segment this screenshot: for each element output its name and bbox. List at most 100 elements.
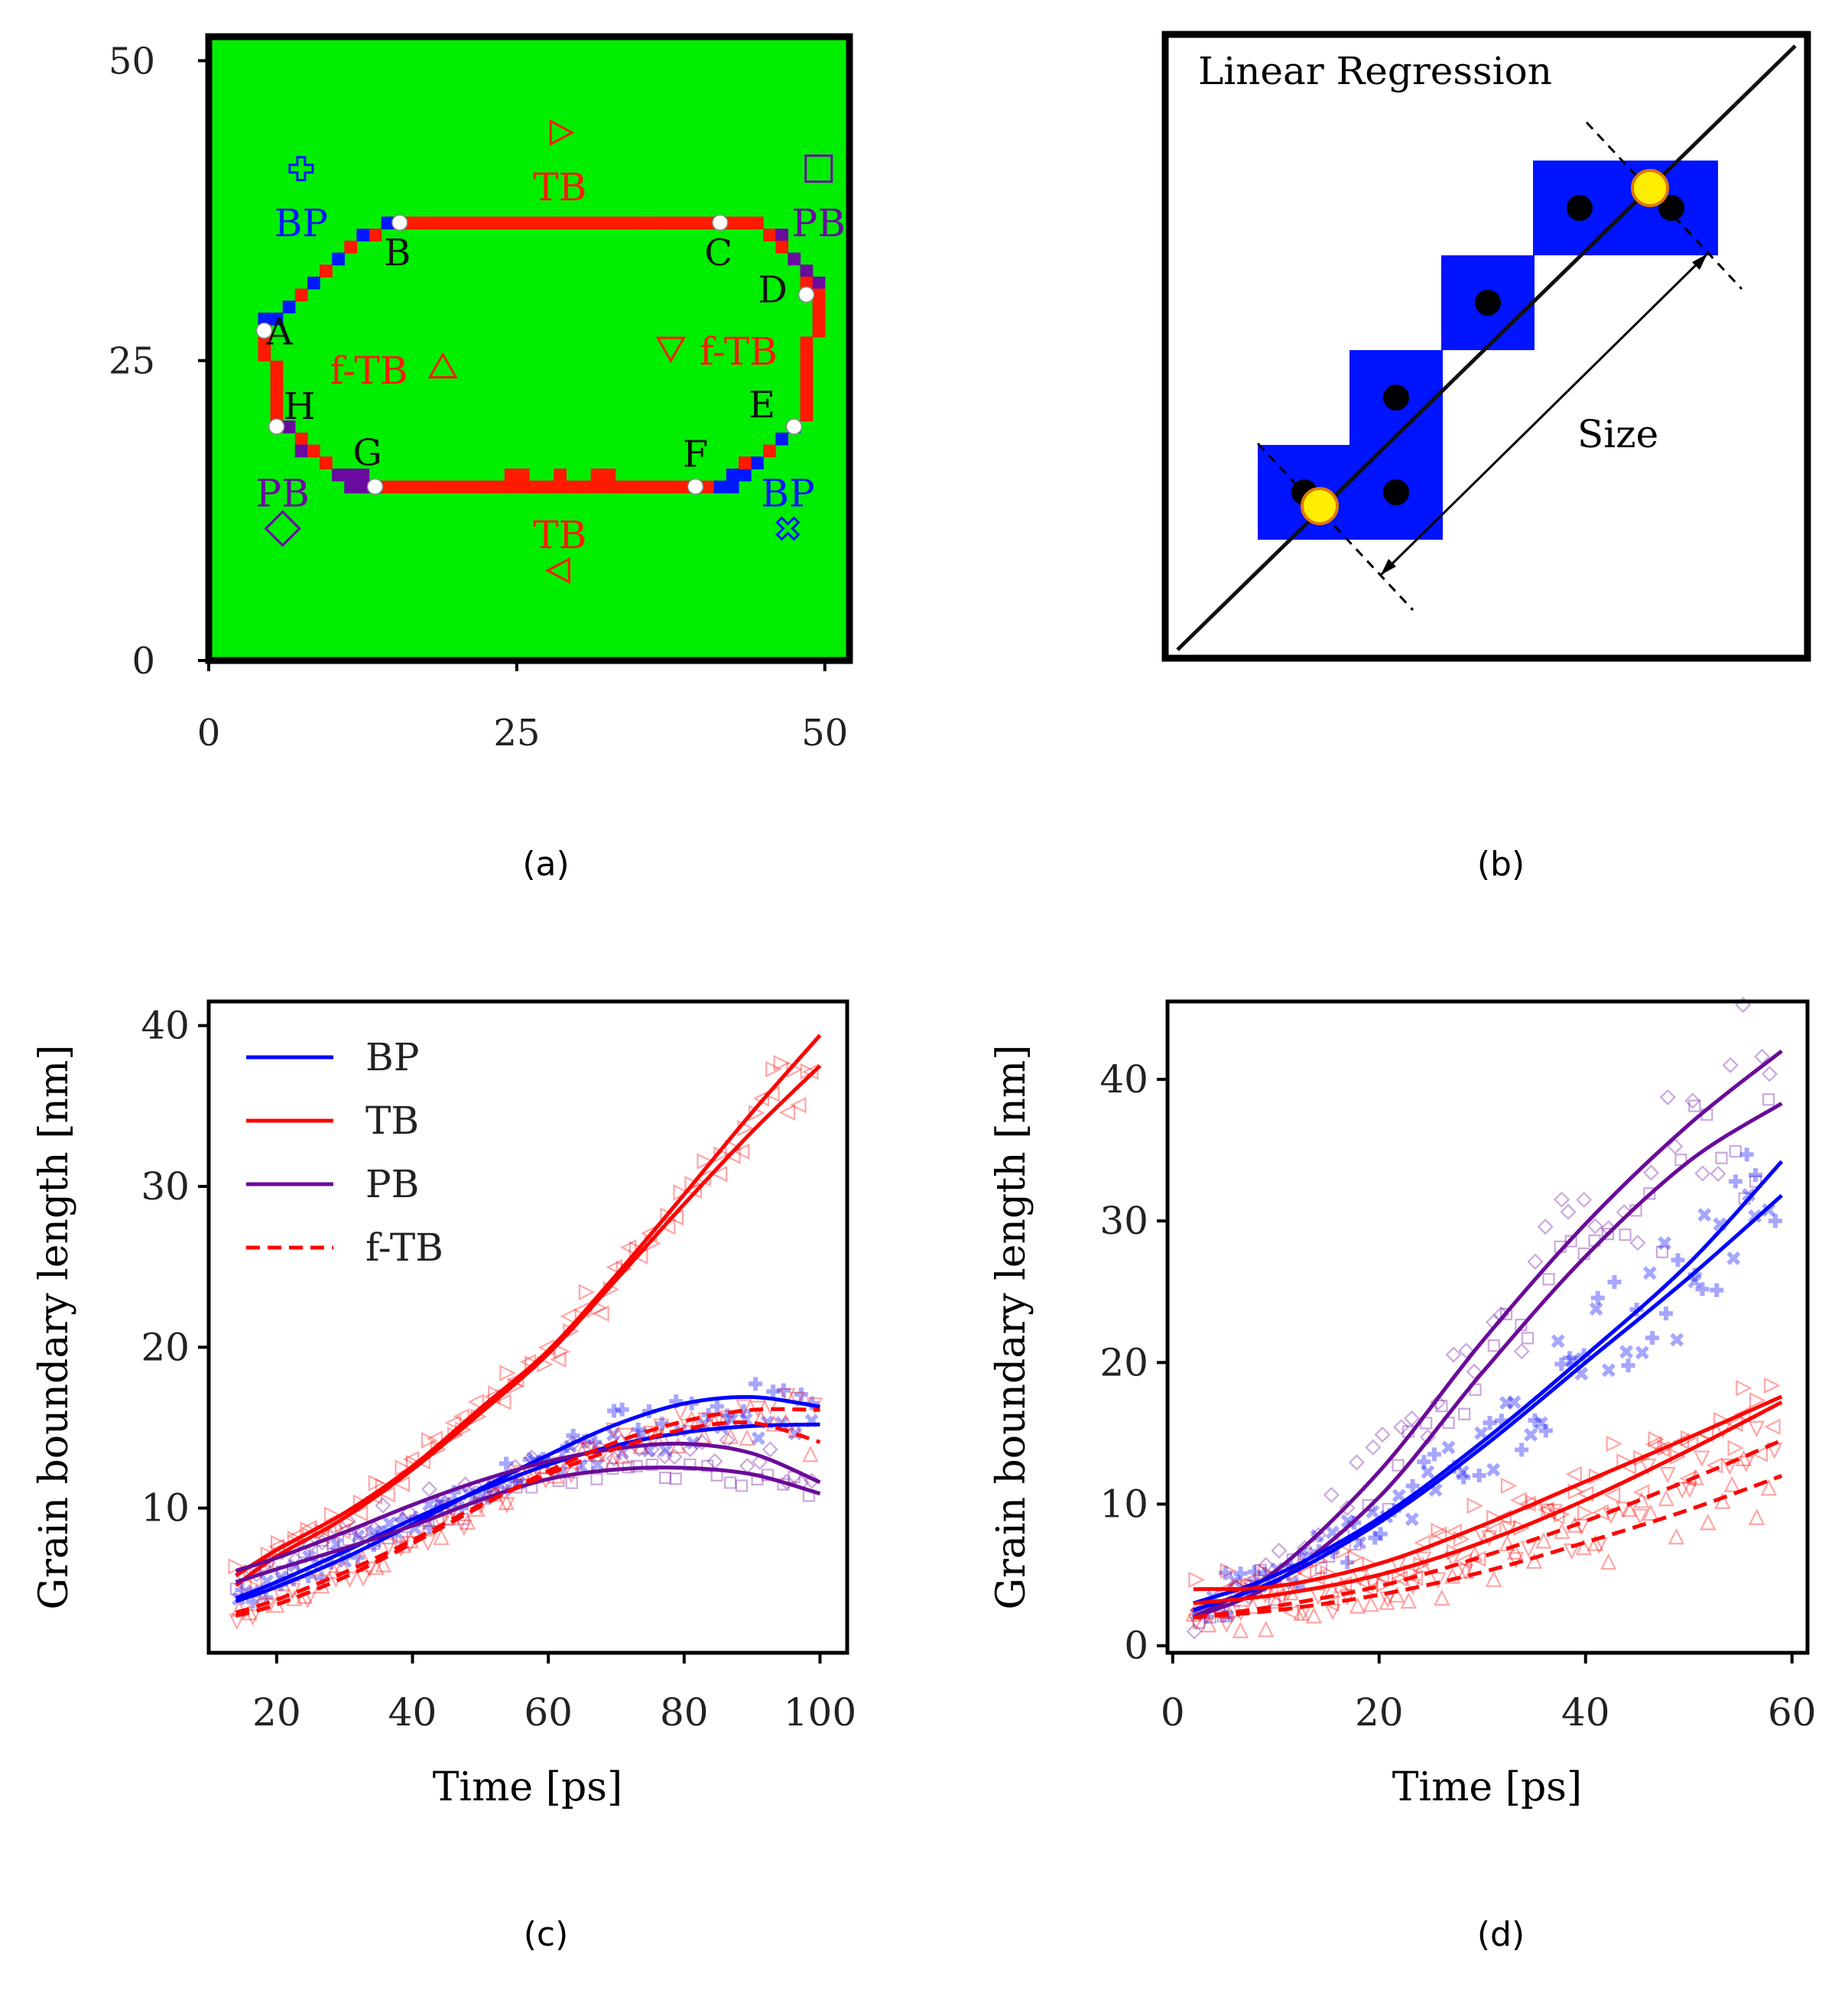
boundary-pixel-tb [516,216,530,230]
scatter-point [776,1383,791,1397]
scatter-point [1606,1435,1623,1453]
boundary-pixel-pb [344,480,357,494]
boundary-pixel-tb [664,216,677,230]
scatter-point [1474,1426,1489,1440]
scatter-point [1739,1147,1754,1162]
scatter-point [426,1430,443,1447]
triangle-left-icon [545,557,570,584]
scatter-point [1457,1470,1471,1485]
panel-c-ylabel: Grain boundary length [nm] [31,1044,77,1609]
boundary-pixel-tb [270,408,284,422]
scatter-point [1458,1407,1471,1420]
boundary-type-labels: BP TB PB f-TB f-TB PB TB BP [255,119,846,584]
scatter-point [1721,1458,1739,1475]
x-tick-label: 60 [524,1690,573,1735]
scatter-point [1761,1066,1778,1083]
scatter-point [1681,1430,1697,1447]
scatter-point [555,1443,570,1458]
y-tick-label: 25 [109,340,155,383]
x-tick-label: 60 [1768,1690,1817,1735]
scatter-point [1515,1443,1529,1457]
perpendicular-dashed-start [1256,442,1414,612]
boundary-pixel-tb [812,300,826,313]
boundary-pixel-tb [627,480,641,494]
boundary-pixel-tb [800,336,814,350]
scatter-point [723,1476,737,1489]
scatter-point [739,1429,755,1446]
fit-line-tb [1193,1394,1783,1592]
boundary-pixel-pb [282,420,296,433]
boundary-pixel-tb [738,216,752,230]
scatter-point [749,1377,763,1391]
panel-d-chart: 0 20 40 60 0 10 20 30 40 Time [ps] Grain boundar… [989,996,1817,1954]
scatter-point [736,1399,752,1417]
scatter-point [1607,1274,1622,1289]
scatter-point [1687,1274,1702,1289]
scatter-point [1642,1504,1659,1521]
boundary-pixel-tb [270,385,284,398]
scatter-point [777,1478,790,1491]
scatter-point [1577,1504,1594,1521]
scatter-point [1457,1562,1474,1579]
boundary-pixel-tb [554,480,567,494]
scatter-point [1554,1357,1569,1371]
grain-region [209,37,849,661]
scatter-point [1362,1498,1375,1512]
x-tick-label: 40 [1561,1690,1610,1735]
boundary-pixel-tb [504,468,518,482]
boundary-type-label: f-TB [700,329,778,374]
size-label: Size [1577,412,1658,456]
scatter-point [1573,1518,1590,1536]
scatter-point [736,1404,751,1418]
scatter-point [1406,1569,1423,1586]
scatter-point [1694,1165,1711,1182]
scatter-point [1672,1433,1690,1450]
scatter-point [421,1432,438,1449]
scatter-point [1648,1430,1665,1448]
boundary-pixel-tb [689,216,703,230]
boundary-pixel-tb [529,216,542,230]
scatter-point [1374,1427,1391,1443]
boundary-pixel-bp [381,216,395,230]
scatter-point [1587,1534,1604,1551]
scatter-point [1674,1482,1690,1499]
fit-line-pb [1192,1049,1783,1619]
endpoint-start [1301,487,1339,525]
boundary-pixel-tb [578,216,592,230]
scatter-point [1388,1586,1405,1603]
scatter-point [316,1544,329,1557]
scatter-point [1430,1526,1447,1543]
scatter-point [577,1434,592,1449]
boundary-pixel-tb [405,216,419,230]
boundary-pixel-tb [443,480,456,494]
boundary-pixel-tb [381,480,395,494]
scatter-point [1600,1553,1617,1570]
scatter-point [804,1472,820,1489]
scatter-point [566,1429,580,1443]
scatter-point [1469,1550,1486,1567]
scatter-point [354,1524,371,1541]
scatter-point [1434,1589,1450,1606]
scatter-point [1247,1565,1262,1579]
boundary-point-label: E [749,384,775,427]
scatter-point [1735,1449,1752,1466]
scatter-point [1401,1425,1414,1438]
scatter-point [1220,1563,1237,1579]
scatter-point [643,1441,660,1458]
scatter-point [1760,1479,1778,1496]
boundary-pixel-bp [307,276,320,290]
scatter-point [1537,1219,1554,1235]
boundary-point-label: B [384,232,411,274]
scatter-point [1400,1592,1418,1609]
boundary-pixel-tb [800,360,814,374]
boundary-pixel-bp [726,468,739,482]
pixel-center-dot [1567,195,1593,221]
scatter-point [507,1459,524,1475]
scatter-point [375,1556,392,1573]
scatter-point [235,1577,252,1594]
boundary-pixel-tb [270,372,284,386]
scatter-point [509,1474,524,1488]
scatter-point [652,1418,670,1436]
scatter-point [1632,1484,1650,1501]
boundary-pixel-tb [492,480,505,494]
